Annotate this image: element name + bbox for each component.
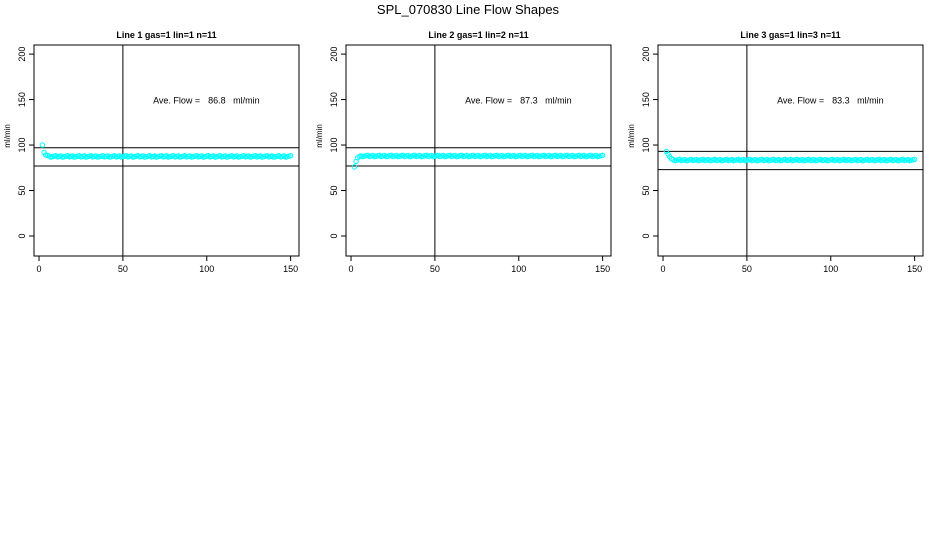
x-tick-label: 150: [283, 264, 298, 274]
average-flow-value: 87.3: [520, 96, 538, 106]
average-flow-unit: ml/min: [233, 96, 260, 106]
panel-1: Line 1 gas=1 lin=1 n=11 0 50 100 150 0 50 100 15…: [3, 30, 300, 274]
data-point: [599, 152, 606, 158]
y-tick-label: 100: [17, 138, 27, 153]
panel-title: Line 3 gas=1 lin=3 n=11: [740, 30, 840, 40]
data-point: [351, 164, 358, 170]
y-tick-label: 200: [17, 47, 27, 62]
y-tick-label: 50: [641, 186, 651, 196]
average-flow-unit: ml/min: [545, 96, 572, 106]
data-point: [39, 142, 46, 148]
data-series: [39, 142, 294, 160]
average-flow-label: Ave. Flow =: [465, 96, 512, 106]
figure-title: SPL_070830 Line Flow Shapes: [377, 2, 560, 17]
y-tick-label: 200: [329, 47, 339, 62]
x-tick-label: 0: [661, 264, 666, 274]
y-tick-label: 150: [329, 92, 339, 107]
panel-title: Line 1 gas=1 lin=1 n=11: [116, 30, 216, 40]
panel-2: Line 2 gas=1 lin=2 n=11 0 50 100 150 0 50 100 15…: [315, 30, 612, 274]
average-flow-unit: ml/min: [857, 96, 884, 106]
x-tick-label: 150: [595, 264, 610, 274]
x-tick-label: 100: [511, 264, 526, 274]
plot-frame: [657, 44, 924, 257]
y-tick-label: 100: [641, 138, 651, 153]
y-tick-label: 0: [17, 233, 27, 238]
data-point: [287, 153, 294, 159]
y-tick-label: 50: [17, 186, 27, 196]
x-tick-label: 0: [349, 264, 354, 274]
y-tick-label: 150: [17, 92, 27, 107]
average-flow-label: Ave. Flow =: [777, 96, 824, 106]
panel-3: Line 3 gas=1 lin=3 n=11 0 50 100 150 0 50 100 15…: [627, 30, 924, 274]
y-axis-label: ml/min: [627, 124, 636, 148]
average-flow-label: Ave. Flow =: [153, 96, 200, 106]
average-flow-value: 86.8: [208, 96, 226, 106]
x-tick-label: 50: [118, 264, 128, 274]
x-tick-label: 50: [742, 264, 752, 274]
x-tick-label: 100: [199, 264, 214, 274]
y-axis-label: ml/min: [3, 124, 12, 148]
panel-title: Line 2 gas=1 lin=2 n=11: [428, 30, 528, 40]
y-tick-label: 200: [641, 47, 651, 62]
plot-frame: [345, 44, 612, 257]
y-tick-label: 100: [329, 138, 339, 153]
y-axis-label: ml/min: [315, 124, 324, 148]
data-series: [351, 152, 606, 170]
data-series: [663, 148, 918, 164]
x-tick-label: 150: [907, 264, 922, 274]
x-tick-label: 0: [37, 264, 42, 274]
average-flow-value: 83.3: [832, 96, 850, 106]
y-tick-label: 150: [641, 92, 651, 107]
plot-frame: [33, 44, 300, 257]
y-tick-label: 50: [329, 186, 339, 196]
data-point: [911, 156, 918, 163]
x-tick-label: 100: [823, 264, 838, 274]
y-tick-label: 0: [641, 233, 651, 238]
y-tick-label: 0: [329, 233, 339, 238]
x-tick-label: 50: [430, 264, 440, 274]
